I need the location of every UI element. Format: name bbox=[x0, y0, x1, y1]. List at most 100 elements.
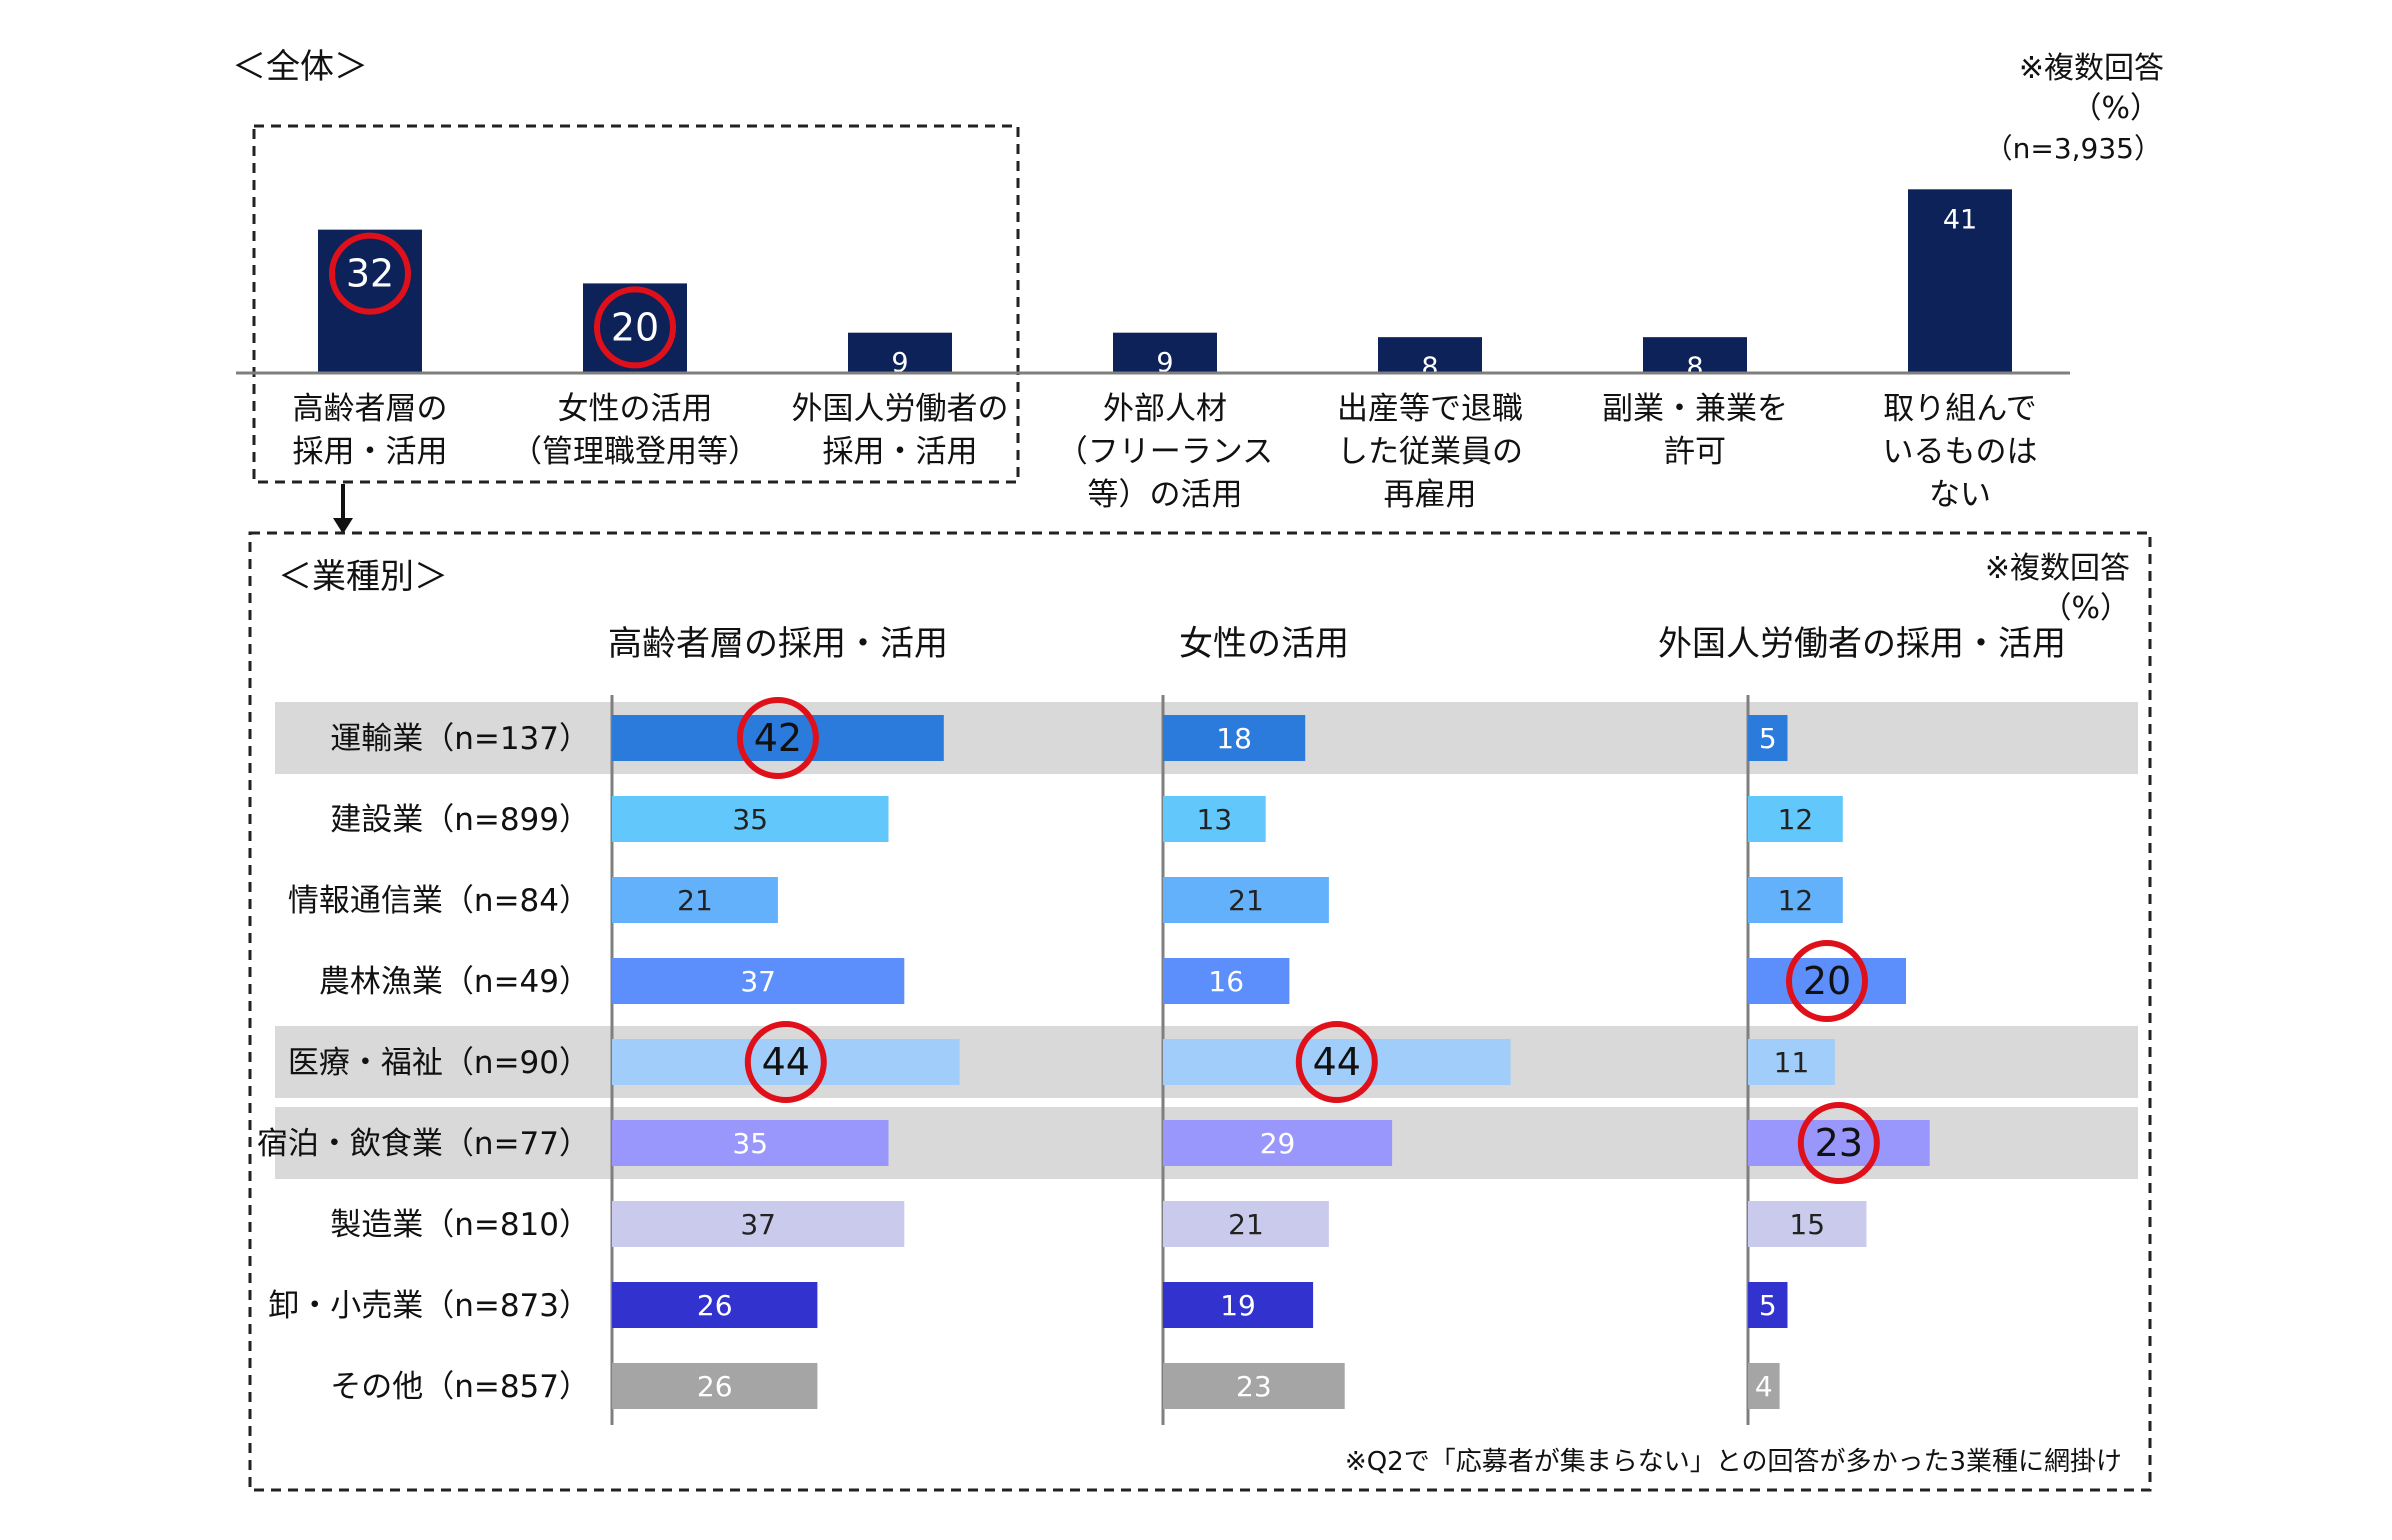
overall-bar bbox=[1113, 332, 1217, 373]
row-label: その他（n=857） bbox=[330, 1369, 590, 1405]
overall-value-label: 20 bbox=[611, 305, 659, 349]
industry-title: ＜業種別＞ bbox=[278, 557, 448, 597]
overall-value-label: 8 bbox=[1686, 352, 1703, 383]
highlight-circle bbox=[1295, 1021, 1378, 1103]
overall-bar bbox=[848, 332, 952, 373]
industry-bar bbox=[612, 958, 905, 1004]
industry-bar bbox=[612, 1363, 818, 1409]
overall-bar bbox=[583, 283, 687, 373]
industry-value-label: 20 bbox=[1803, 959, 1851, 1003]
row-label: 情報通信業（n=84） bbox=[288, 883, 590, 919]
overall-unit: （%） bbox=[2071, 91, 2160, 126]
industry-value-label: 44 bbox=[1313, 1040, 1361, 1084]
overall-category-label: 採用・活用 bbox=[823, 434, 978, 470]
industry-value-label: 16 bbox=[1208, 965, 1244, 998]
industry-value-label: 11 bbox=[1774, 1046, 1810, 1079]
overall-category-label: いるものは bbox=[1883, 434, 2038, 470]
industry-value-label: 21 bbox=[1228, 1208, 1264, 1241]
overall-bar bbox=[1908, 189, 2012, 373]
row-label: 宿泊・飲食業（n=77） bbox=[257, 1126, 590, 1162]
overall-category-label: ない bbox=[1929, 477, 1991, 513]
highlight-circle bbox=[329, 232, 411, 315]
industry-bar bbox=[1163, 958, 1290, 1004]
industry-value-label: 26 bbox=[697, 1370, 733, 1403]
overall-category-label: 高齢者層の bbox=[293, 391, 448, 427]
overall-category-label: 採用・活用 bbox=[293, 434, 448, 470]
industry-box bbox=[248, 531, 2152, 1492]
overall-category-label: （管理職登用等） bbox=[511, 434, 759, 470]
series-titles: 高齢者層の採用・活用 女性の活用 外国人労働者の採用・活用 bbox=[608, 624, 2066, 664]
overall-title: ＜全体＞ bbox=[232, 47, 368, 87]
highlight-circle bbox=[736, 697, 819, 779]
industry-value-label: 29 bbox=[1260, 1127, 1296, 1160]
series-title: 女性の活用 bbox=[1179, 624, 1349, 664]
industry-bar bbox=[1163, 1363, 1345, 1409]
industry-value-label: 35 bbox=[732, 1127, 768, 1160]
boxed-group bbox=[252, 124, 1020, 484]
industry-value-label: 18 bbox=[1216, 722, 1252, 755]
overall-n-label: （n=3,935） bbox=[1985, 132, 2162, 165]
industry-bar bbox=[1748, 1363, 1780, 1409]
overall-value-label: 9 bbox=[1156, 348, 1173, 379]
industry-bar bbox=[1748, 958, 1906, 1004]
industry-bar bbox=[1748, 877, 1843, 923]
industry-bar bbox=[1163, 877, 1329, 923]
industry-value-label: 4 bbox=[1755, 1370, 1773, 1403]
industry-value-label: 12 bbox=[1778, 884, 1814, 917]
footnote: ※Q2で「応募者が集まらない」との回答が多かった3業種に網掛け bbox=[1345, 1447, 2122, 1477]
series-title: 高齢者層の採用・活用 bbox=[608, 624, 948, 664]
industry-note-multi: ※複数回答 bbox=[1985, 551, 2130, 586]
overall-bar bbox=[1643, 337, 1747, 373]
industry-value-label: 12 bbox=[1778, 803, 1814, 836]
industry-bar bbox=[1748, 796, 1843, 842]
industry-value-label: 23 bbox=[1815, 1121, 1863, 1165]
industry-value-label: 23 bbox=[1236, 1370, 1272, 1403]
industry-bar bbox=[1748, 1282, 1788, 1328]
industry-unit: （%） bbox=[2041, 591, 2130, 626]
overall-category-label: 出産等で退職 bbox=[1337, 391, 1523, 427]
overall-value-label: 9 bbox=[891, 348, 908, 379]
industry-value-label: 21 bbox=[677, 884, 713, 917]
industry-bar bbox=[612, 715, 944, 761]
industry-value-label: 19 bbox=[1220, 1289, 1256, 1322]
overall-category-label: 再雇用 bbox=[1384, 477, 1477, 513]
industry-value-label: 5 bbox=[1759, 722, 1777, 755]
industry-bar bbox=[1748, 715, 1788, 761]
industry-value-label: 21 bbox=[1228, 884, 1264, 917]
industry-bar bbox=[1748, 1039, 1835, 1085]
overall-category-labels: 高齢者層の採用・活用 女性の活用 （管理職登用等） 外国人労働者の採用・活用 外部人材 （… bbox=[293, 391, 2038, 513]
industry-bar bbox=[612, 1282, 818, 1328]
industry-bar bbox=[1163, 1039, 1511, 1085]
industry-bar bbox=[612, 796, 889, 842]
overall-category-label: した従業員の bbox=[1337, 434, 1523, 470]
industry-value-label: 37 bbox=[740, 965, 776, 998]
overall-value-label: 41 bbox=[1943, 204, 1977, 235]
industry-bar bbox=[1163, 1201, 1329, 1247]
industry-value-label: 44 bbox=[762, 1040, 810, 1084]
overall-value-label: 8 bbox=[1421, 352, 1438, 383]
overall-value-label: 32 bbox=[346, 252, 394, 296]
industry-value-label: 26 bbox=[697, 1289, 733, 1322]
row-label: 製造業（n=810） bbox=[330, 1207, 590, 1243]
highlight-circle bbox=[1797, 1102, 1880, 1184]
arrow-down-icon bbox=[333, 484, 353, 534]
row-labels: 運輸業（n=137） 建設業（n=899） 情報通信業（n=84） 農林漁業（n=49… bbox=[257, 721, 590, 1405]
industry-bar bbox=[1163, 1282, 1314, 1328]
overall-bar bbox=[1378, 337, 1482, 373]
row-label: 運輸業（n=137） bbox=[330, 721, 590, 757]
industry-bar bbox=[1163, 715, 1306, 761]
row-label: 建設業（n=899） bbox=[330, 802, 590, 838]
row-label: 農林漁業（n=49） bbox=[319, 964, 590, 1000]
overall-category-label: 女性の活用 bbox=[558, 391, 713, 427]
industry-value-label: 37 bbox=[740, 1208, 776, 1241]
overall-category-label: 外部人材 bbox=[1103, 391, 1227, 427]
industry-bars: 4235213744353726261813211644292119235121… bbox=[610, 695, 1930, 1425]
highlight-circle bbox=[1786, 940, 1868, 1022]
overall-category-label: 取り組んで bbox=[1883, 391, 2036, 427]
industry-bar bbox=[612, 1039, 960, 1085]
industry-bar bbox=[612, 1120, 889, 1166]
overall-category-label: 副業・兼業を bbox=[1602, 391, 1788, 427]
industry-bar bbox=[612, 877, 778, 923]
industry-bar bbox=[1748, 1201, 1867, 1247]
